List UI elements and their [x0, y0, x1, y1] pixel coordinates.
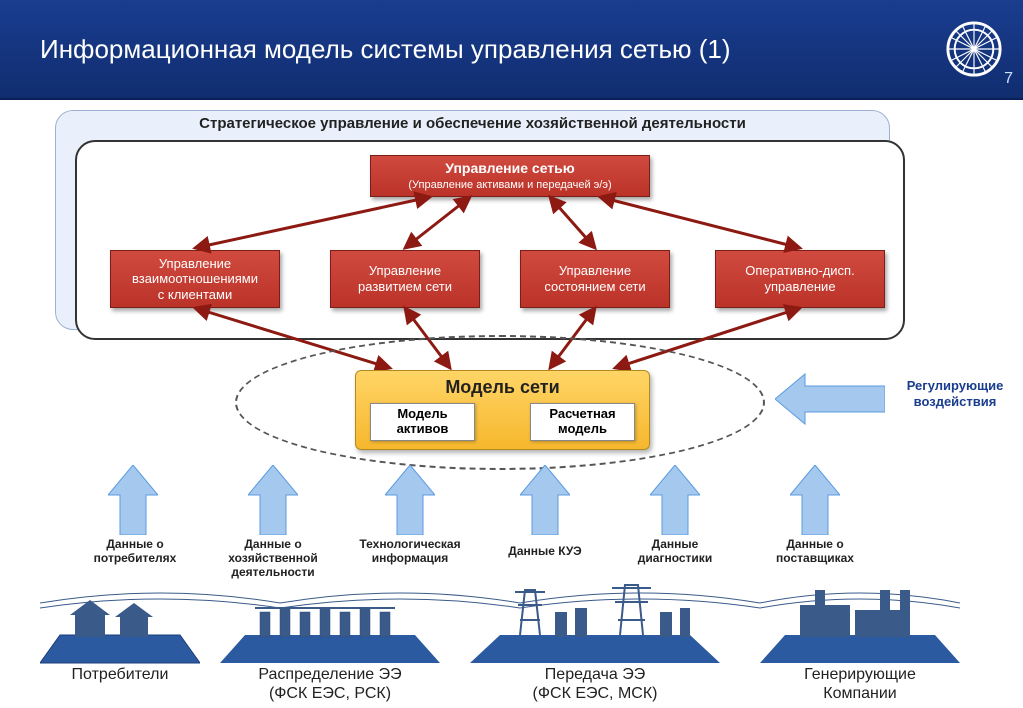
entity-label: Передача ЭЭ (ФСК ЕЭС, МСК)	[485, 665, 705, 703]
page-number: 7	[1004, 70, 1013, 88]
strategic-panel-label: Стратегическое управление и обеспечение …	[56, 115, 889, 132]
box-line2: взаимоотношениями	[115, 271, 275, 287]
sub-model-label: Расчетная модель	[531, 407, 634, 437]
up-arrow-icon	[650, 465, 700, 535]
page-title: Информационная модель системы управления…	[40, 34, 731, 65]
model-title: Модель сети	[356, 377, 649, 398]
entity-label: Генерирующие Компании	[770, 665, 950, 703]
entity-sub: Компании	[823, 685, 897, 702]
box-operational-dispatch: Оперативно-дисп. управление	[715, 250, 885, 308]
data-label: Данные о хозяйственной деятельности	[213, 538, 333, 579]
entity-name: Распределение ЭЭ	[258, 666, 401, 683]
box-sublabel: (Управление активами и передачей э/э)	[375, 179, 645, 192]
up-arrow-icon	[385, 465, 435, 535]
box-line3: с клиентами	[115, 287, 275, 303]
entity-name: Передача ЭЭ	[545, 666, 645, 683]
box-line2: развитием сети	[335, 279, 475, 295]
box-line1: Управление	[525, 263, 665, 279]
platform-transmission	[470, 580, 720, 665]
entity-label: Потребители	[55, 665, 185, 684]
entity-sub: (ФСК ЕЭС, МСК)	[533, 685, 658, 702]
up-arrow-icon	[790, 465, 840, 535]
entity-name: Потребители	[72, 666, 169, 683]
slide-header: Информационная модель системы управления…	[0, 0, 1023, 100]
side-line2: воздействия	[914, 394, 997, 409]
box-asset-model: Модель активов	[370, 403, 475, 441]
platform-consumers	[40, 595, 200, 665]
box-line1: Управление	[335, 263, 475, 279]
box-development: Управление развитием сети	[330, 250, 480, 308]
platform-distribution	[220, 590, 440, 665]
entity-sub: (ФСК ЕЭС, РСК)	[269, 685, 391, 702]
entity-label: Распределение ЭЭ (ФСК ЕЭС, РСК)	[215, 665, 445, 703]
box-line2: состоянием сети	[525, 279, 665, 295]
data-label: Технологическая информация	[350, 538, 470, 566]
up-arrow-icon	[248, 465, 298, 535]
data-label: Данные о поставщиках	[755, 538, 875, 566]
box-line2: управление	[720, 279, 880, 295]
box-calc-model: Расчетная модель	[530, 403, 635, 441]
regulating-label: Регулирующие воздействия	[895, 378, 1015, 409]
data-label: Данные о потребителях	[75, 538, 195, 566]
data-label: Данные диагностики	[615, 538, 735, 566]
box-line1: Оперативно-дисп.	[720, 263, 880, 279]
box-label: Управление сетью	[375, 160, 645, 177]
up-arrow-icon	[108, 465, 158, 535]
box-line1: Управление	[115, 256, 275, 272]
sub-model-label: Модель активов	[371, 407, 474, 437]
side-line1: Регулирующие	[907, 378, 1004, 393]
diagram-canvas: Стратегическое управление и обеспечение …	[0, 100, 1023, 708]
platform-generators	[760, 590, 960, 665]
company-logo-icon	[945, 20, 1003, 78]
entity-name: Генерирующие	[804, 666, 916, 683]
up-arrow-icon	[520, 465, 570, 535]
box-network-management: Управление сетью (Управление активами и …	[370, 155, 650, 197]
regulating-arrow-icon	[775, 370, 885, 428]
data-label: Данные КУЭ	[485, 545, 605, 559]
box-state: Управление состоянием сети	[520, 250, 670, 308]
box-customer-relations: Управление взаимоотношениями с клиентами	[110, 250, 280, 308]
